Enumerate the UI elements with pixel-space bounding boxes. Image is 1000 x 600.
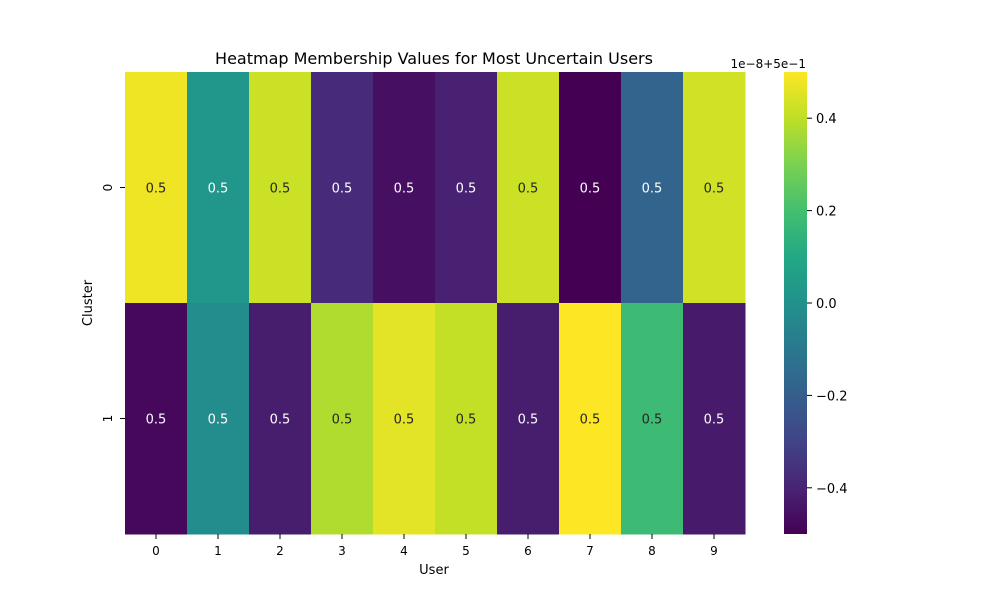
colorbar-tick-label: 0.4: [816, 112, 837, 127]
x-tick-label: 8: [648, 544, 656, 558]
y-tick-label: 1: [101, 415, 115, 423]
x-tick-label: 3: [338, 544, 346, 558]
cell-annotation: 0.5: [208, 182, 229, 197]
chart-title: Heatmap Membership Values for Most Uncer…: [215, 49, 653, 68]
y-axis-label: Cluster: [81, 279, 96, 326]
x-tick-label: 1: [214, 544, 222, 558]
heatmap-cell: [187, 303, 250, 535]
cell-annotation: 0.5: [146, 413, 167, 428]
cell-annotation: 0.5: [394, 413, 415, 428]
cell-annotation: 0.5: [332, 413, 353, 428]
heatmap-cell: [497, 303, 560, 535]
colorbar-tick-label: −0.2: [816, 389, 848, 404]
cell-annotation: 0.5: [642, 413, 663, 428]
heatmap-cell: [249, 72, 312, 304]
heatmap-cell: [621, 72, 684, 304]
colorbar-ticks: −0.4 −0.2 0.0 0.2 0.4: [807, 112, 848, 497]
cell-annotation: 0.5: [456, 413, 477, 428]
cell-annotation: 0.5: [704, 182, 725, 197]
heatmap-cell: [435, 303, 498, 535]
cell-annotation: 0.5: [270, 413, 291, 428]
cell-annotation: 0.5: [270, 182, 291, 197]
heatmap-cell: [187, 72, 250, 304]
x-axis-label: User: [419, 563, 449, 578]
heatmap-cell: [621, 303, 684, 535]
cell-annotation: 0.5: [580, 182, 601, 197]
heatmap-cell: [683, 303, 746, 535]
cell-annotation: 0.5: [394, 182, 415, 197]
cell-annotations: 0.5 0.5 0.5 0.5 0.5 0.5 0.5 0.5 0.5 0.5 0.5 0.5 0.5 0…: [146, 182, 725, 428]
cell-annotation: 0.5: [580, 413, 601, 428]
cell-annotation: 0.5: [146, 182, 167, 197]
heatmap-cell: [373, 72, 436, 304]
y-tick-label: 0: [101, 184, 115, 192]
y-axis-ticks: 01: [101, 184, 125, 423]
colorbar-offset-text: 1e−8+5e−1: [731, 57, 806, 71]
cell-annotation: 0.5: [332, 182, 353, 197]
heatmap-cell: [373, 303, 436, 535]
heatmap-cell: [559, 72, 622, 304]
cell-annotation: 0.5: [518, 413, 539, 428]
x-tick-label: 7: [586, 544, 594, 558]
heatmap-cell: [497, 72, 560, 304]
heatmap-cell: [125, 303, 188, 535]
x-axis-ticks: 0 1 2 3 4 5 6 7 8 9: [152, 534, 718, 558]
heatmap-cell: [311, 72, 374, 304]
colorbar: [784, 72, 807, 534]
cell-annotation: 0.5: [518, 182, 539, 197]
x-tick-label: 6: [524, 544, 532, 558]
colorbar-tick-label: 0.0: [816, 297, 837, 312]
heatmap-cell: [683, 72, 746, 304]
heatmap-cell: [311, 303, 374, 535]
heatmap-cell: [435, 72, 498, 304]
x-tick-label: 5: [462, 544, 470, 558]
heatmap-cell: [249, 303, 312, 535]
cell-annotation: 0.5: [704, 413, 725, 428]
colorbar-tick-label: 0.2: [816, 205, 837, 220]
cell-annotation: 0.5: [642, 182, 663, 197]
heatmap-cell: [559, 303, 622, 535]
x-tick-label: 9: [710, 544, 718, 558]
colorbar-tick-label: −0.4: [816, 482, 848, 497]
heatmap-cell: [125, 72, 188, 304]
heatmap-cells: [125, 72, 746, 535]
x-tick-label: 2: [276, 544, 284, 558]
x-tick-label: 0: [152, 544, 160, 558]
cell-annotation: 0.5: [456, 182, 477, 197]
x-tick-label: 4: [400, 544, 408, 558]
cell-annotation: 0.5: [208, 413, 229, 428]
